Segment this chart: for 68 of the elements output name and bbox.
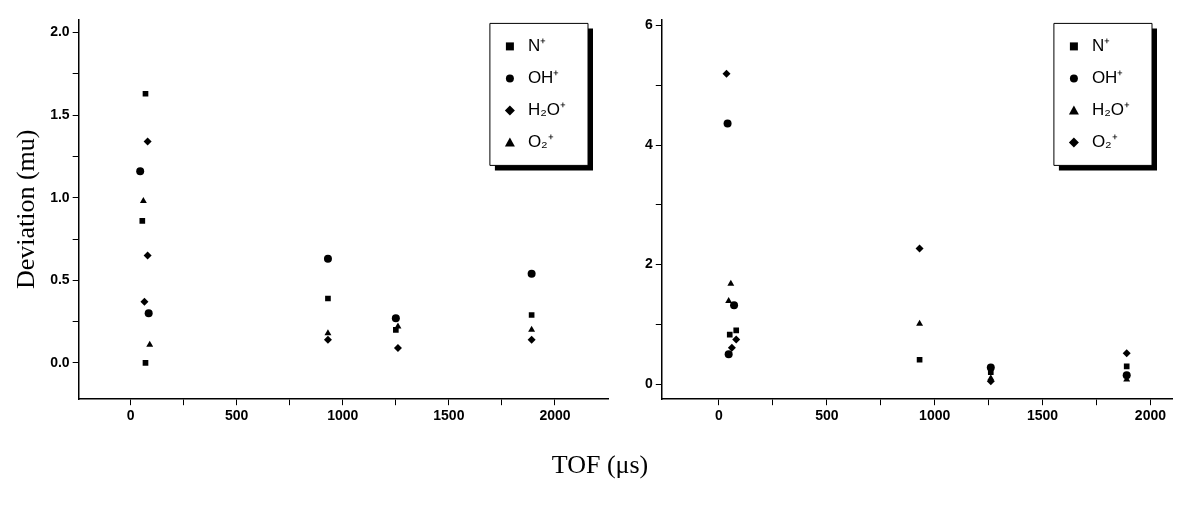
point [527,335,536,344]
point [139,197,147,204]
point [139,218,146,224]
point [727,279,735,286]
point [140,297,149,306]
point [725,297,733,304]
point [528,325,536,332]
point [143,251,152,260]
point [724,350,733,359]
y-tick-label: 1.5 [50,106,70,123]
point [142,90,149,97]
point [143,137,152,146]
point [916,356,923,363]
point [723,119,732,128]
legend-label: OH⁺ [527,68,560,88]
point [916,319,924,326]
point [1123,363,1130,370]
y-tick-label: 2 [644,255,653,272]
point [987,369,994,376]
y-tick-label: 4 [644,135,653,152]
x-tick-label: 2000 [539,407,571,424]
point [1122,349,1131,358]
x-tick-label: 1500 [433,407,465,424]
point [1122,371,1131,380]
point [393,327,399,333]
legend-label: N⁺ [1091,36,1111,56]
legend-label: N⁺ [527,36,547,56]
point [732,335,741,344]
y-tick-label: 2.0 [50,23,70,40]
point [915,244,924,253]
point [722,69,731,78]
point [733,327,740,334]
legend-label: H₂O⁺ [527,100,567,120]
legend-label: OH⁺ [1091,68,1124,88]
point [987,374,995,381]
y-axis-title: Deviation (mu) [11,129,41,290]
point [324,329,332,336]
point [136,167,145,176]
x-axis-title: TOF (μs) [550,450,650,480]
point [393,344,402,353]
legend-label: O₂⁺ [527,132,554,152]
x-tick-label: 500 [815,407,839,424]
point [323,254,332,263]
y-tick-label: 0.0 [50,353,70,370]
legend-label: H₂O⁺ [1091,100,1131,120]
x-tick-label: 2000 [1134,407,1167,424]
y-tick-label: 1.0 [50,188,70,205]
point [726,331,733,338]
point [323,335,332,344]
point [527,269,536,278]
x-tick-label: 1500 [1026,407,1059,424]
point [528,312,535,318]
point [730,301,739,310]
x-tick-label: 500 [225,407,249,424]
point [144,309,153,318]
y-tick-label: 0.5 [50,271,70,288]
x-tick-label: 0 [715,407,724,424]
x-tick-label: 1000 [327,407,359,424]
x-tick-label: 0 [126,407,135,424]
y-tick-label: 0 [644,375,653,392]
legend-label: O₂⁺ [1091,132,1118,152]
point [146,340,154,347]
point [142,360,149,366]
point [391,314,400,323]
point [727,343,736,352]
point [325,295,331,302]
x-tick-label: 1000 [919,407,951,424]
y-tick-label: 6 [644,16,653,33]
